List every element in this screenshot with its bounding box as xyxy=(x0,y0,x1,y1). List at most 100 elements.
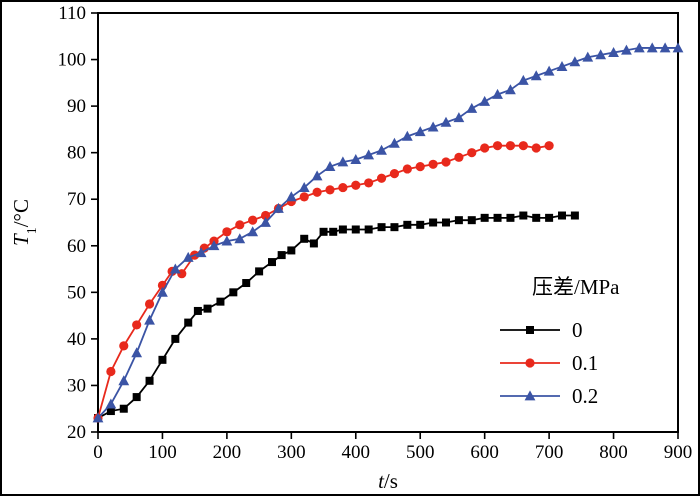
marker-circle xyxy=(441,157,451,167)
marker-triangle xyxy=(414,126,426,137)
axes: 0 100 200 300 400 500 600 700 800 900203040506070… xyxy=(58,3,693,463)
marker-triangle xyxy=(530,70,542,81)
x-tick-label: 800 xyxy=(599,442,628,463)
marker-triangle xyxy=(247,226,259,237)
marker-triangle xyxy=(337,156,349,167)
marker-triangle xyxy=(524,390,536,401)
y-tick-label: 90 xyxy=(67,96,86,117)
marker-circle xyxy=(454,152,464,162)
x-axis-label: t/s xyxy=(378,469,398,493)
marker-circle xyxy=(351,180,361,190)
marker-square xyxy=(193,306,202,315)
marker-triangle xyxy=(169,263,181,274)
marker-circle xyxy=(364,178,374,188)
y-tick-label: 70 xyxy=(67,189,86,210)
marker-circle xyxy=(480,143,490,153)
y-tick-label: 60 xyxy=(67,236,86,257)
marker-triangle xyxy=(646,42,658,53)
marker-triangle xyxy=(260,216,271,227)
marker-triangle xyxy=(621,44,632,55)
x-tick-label: 900 xyxy=(664,442,693,463)
marker-triangle xyxy=(517,74,529,85)
marker-triangle xyxy=(311,170,323,181)
y-axis-label: T1/°C xyxy=(9,199,40,246)
marker-circle xyxy=(518,141,528,151)
marker-triangle xyxy=(505,84,516,95)
x-tick-label: 500 xyxy=(406,442,435,463)
y-tick-label: 110 xyxy=(58,3,86,24)
marker-square xyxy=(454,216,463,225)
x-tick-label: 200 xyxy=(213,442,242,463)
x-tick-label: 100 xyxy=(148,442,177,463)
marker-square xyxy=(403,220,412,229)
marker-circle xyxy=(338,182,348,193)
marker-square xyxy=(506,213,515,222)
marker-square xyxy=(119,404,128,413)
marker-square xyxy=(377,223,386,232)
x-tick-label: 600 xyxy=(470,442,499,463)
marker-circle xyxy=(492,141,503,151)
marker-triangle xyxy=(608,46,619,57)
marker-triangle xyxy=(466,102,478,113)
marker-circle xyxy=(467,148,477,158)
x-tick-label: 400 xyxy=(342,442,371,463)
marker-square xyxy=(255,267,264,276)
marker-triangle xyxy=(208,240,220,251)
marker-triangle xyxy=(144,314,155,325)
marker-triangle xyxy=(118,375,130,386)
x-tick-label: 300 xyxy=(277,442,306,463)
marker-square xyxy=(429,218,438,227)
marker-square xyxy=(442,218,450,227)
marker-triangle xyxy=(633,42,645,53)
marker-triangle xyxy=(582,51,594,62)
marker-triangle xyxy=(131,347,143,358)
marker-square xyxy=(309,239,318,248)
marker-triangle xyxy=(479,95,491,106)
series-line xyxy=(97,47,678,419)
marker-triangle xyxy=(659,42,671,53)
y-tick-label: 50 xyxy=(67,282,86,303)
marker-square xyxy=(158,355,167,364)
marker-triangle xyxy=(595,49,607,60)
plot-frame xyxy=(97,12,679,433)
marker-circle xyxy=(525,358,535,368)
marker-triangle xyxy=(157,286,168,297)
marker-square xyxy=(570,211,579,220)
marker-circle xyxy=(144,299,155,309)
marker-square xyxy=(390,223,399,232)
marker-triangle xyxy=(105,398,117,409)
marker-square xyxy=(558,211,566,220)
marker-triangle xyxy=(234,233,246,244)
marker-circle xyxy=(132,320,142,330)
marker-circle xyxy=(505,141,516,151)
marker-square xyxy=(526,326,534,334)
marker-triangle xyxy=(427,121,439,132)
marker-square xyxy=(480,213,489,222)
marker-square xyxy=(287,246,296,255)
marker-square xyxy=(242,279,251,288)
marker-triangle xyxy=(363,149,375,160)
marker-triangle xyxy=(556,60,568,71)
series-0.1 xyxy=(93,141,554,423)
marker-circle xyxy=(325,185,335,195)
marker-square xyxy=(300,234,309,243)
marker-square xyxy=(184,318,193,327)
marker-triangle xyxy=(389,137,400,148)
legend-label: 0 xyxy=(572,318,583,342)
y-tick-label: 40 xyxy=(67,329,86,350)
marker-triangle xyxy=(285,191,297,202)
marker-square xyxy=(106,407,115,416)
marker-circle xyxy=(312,187,322,197)
marker-square xyxy=(145,376,154,385)
marker-triangle xyxy=(195,247,207,258)
marker-circle xyxy=(222,227,232,237)
y-tick-label: 100 xyxy=(58,50,87,71)
marker-circle xyxy=(299,192,309,202)
marker-circle xyxy=(428,159,438,169)
marker-circle xyxy=(402,164,412,174)
marker-square xyxy=(467,216,476,225)
marker-triangle xyxy=(492,88,503,99)
marker-circle xyxy=(235,220,245,230)
